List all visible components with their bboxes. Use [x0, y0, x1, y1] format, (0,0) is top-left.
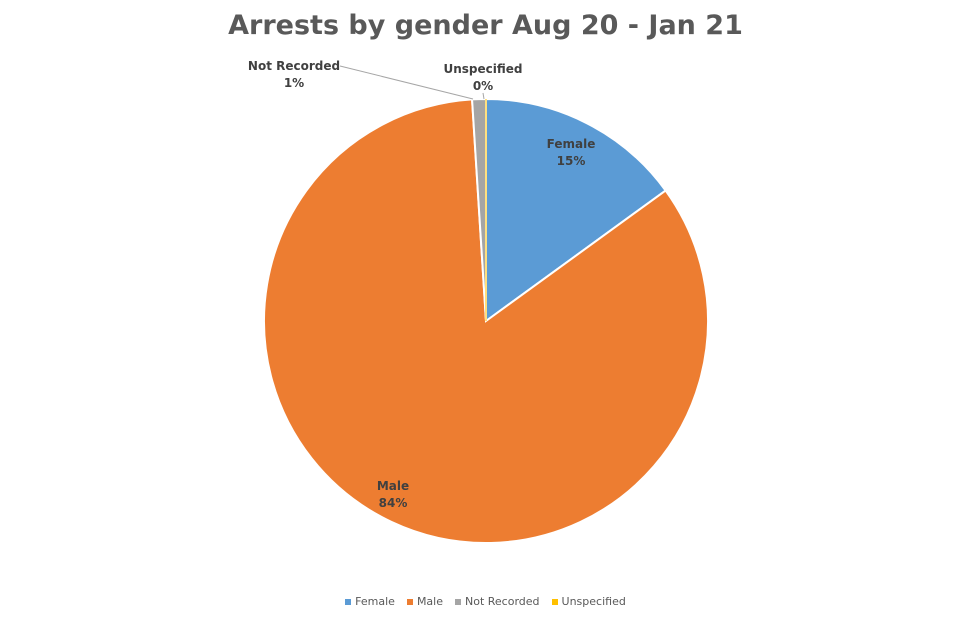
legend-swatch-unspecified: [551, 598, 558, 605]
slice-name-label-male: Male: [377, 479, 409, 493]
pie-slice-female: [485, 97, 667, 323]
legend-item-not-recorded: Not Recorded: [455, 595, 540, 608]
legend-swatch-male: [406, 598, 413, 605]
legend-swatch-not-recorded: [455, 598, 461, 605]
slice-labels: Female 15% Male 84% Not Recorded 1% Unspecifie…: [248, 59, 595, 510]
chart-title: Arrests by gender Aug 20 - Jan 21: [228, 10, 743, 41]
slice-value-label-unspecified: 0%: [473, 79, 493, 93]
leader-line-not-recorded: [339, 65, 474, 100]
leader-lines: [339, 65, 485, 100]
legend-label-not-recorded: Not Recorded: [465, 595, 540, 608]
legend-item-male: Male: [406, 595, 443, 608]
slice-name-label-not-recorded: Not Recorded: [248, 59, 340, 73]
legend-label-male: Male: [416, 595, 443, 608]
pie-slice-male: [263, 98, 709, 544]
pie-slices: [263, 97, 709, 544]
slice-value-label-not-recorded: 1%: [284, 76, 304, 90]
legend-item-female: Female: [345, 595, 395, 608]
slice-name-label-female: Female: [547, 137, 596, 151]
slice-value-label-female: 15%: [557, 154, 586, 168]
legend-label-unspecified: Unspecified: [561, 595, 626, 608]
leader-line-unspecified: [482, 92, 485, 100]
legend-item-unspecified: Unspecified: [551, 595, 626, 608]
slice-name-label-unspecified: Unspecified: [443, 62, 522, 76]
slice-value-label-male: 84%: [379, 496, 408, 510]
legend-swatch-female: [345, 598, 352, 605]
legend-label-female: Female: [355, 595, 395, 608]
legend: Female Male Not Recorded Unspecified: [0, 595, 971, 608]
